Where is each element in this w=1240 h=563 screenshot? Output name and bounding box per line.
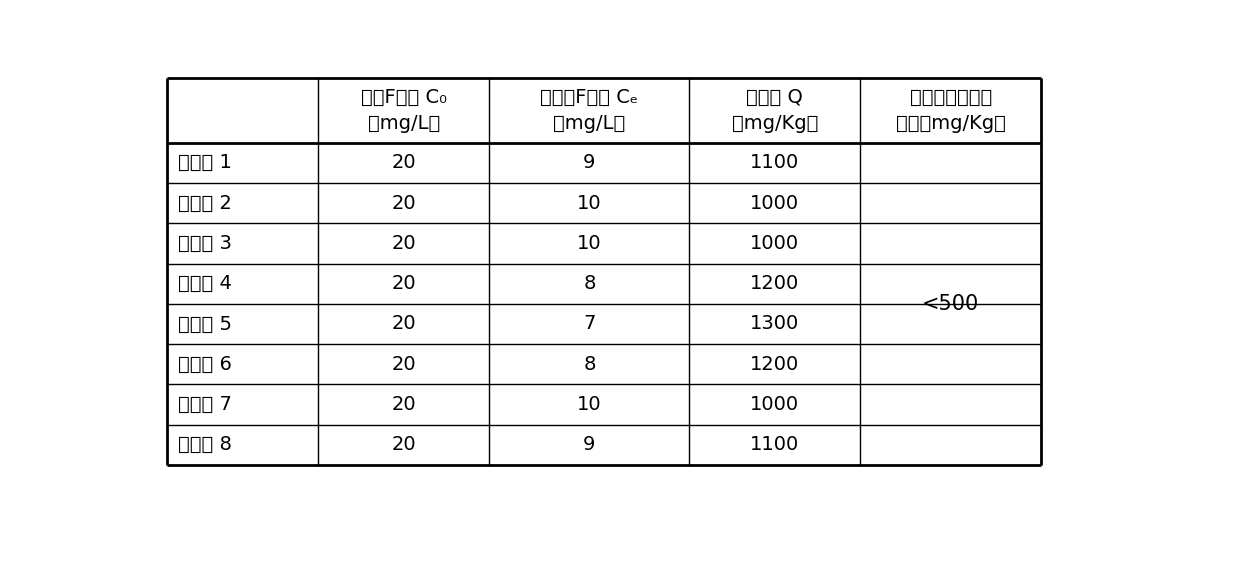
Bar [319, 304, 490, 344]
Text: 20: 20 [392, 395, 417, 414]
Text: 1200: 1200 [750, 355, 800, 374]
Bar [689, 425, 861, 465]
Text: 9: 9 [583, 435, 595, 454]
Text: 20: 20 [392, 435, 417, 454]
Bar [861, 304, 1042, 344]
Bar [861, 425, 1042, 465]
Bar [166, 223, 319, 263]
Bar [319, 78, 490, 142]
Text: 实施例 3: 实施例 3 [179, 234, 232, 253]
Text: 9: 9 [583, 153, 595, 172]
Text: 1100: 1100 [750, 153, 800, 172]
Text: 1100: 1100 [750, 435, 800, 454]
Bar [689, 142, 861, 183]
Text: 1000: 1000 [750, 194, 800, 212]
Bar [689, 263, 861, 304]
Bar [861, 183, 1042, 223]
Text: 20: 20 [392, 355, 417, 374]
Text: 1300: 1300 [750, 315, 800, 333]
Text: 除氟后F浓度 Cₑ
（mg/L）: 除氟后F浓度 Cₑ （mg/L） [541, 88, 639, 133]
Bar [861, 385, 1042, 425]
Bar [319, 223, 490, 263]
Bar [861, 263, 1042, 304]
Bar [689, 223, 861, 263]
Bar [166, 344, 319, 385]
Bar [490, 425, 689, 465]
Bar [166, 142, 319, 183]
Bar [689, 78, 861, 142]
Bar [166, 425, 319, 465]
Text: 实施例 7: 实施例 7 [179, 395, 232, 414]
Text: 7: 7 [583, 315, 595, 333]
Text: 8: 8 [583, 274, 595, 293]
Text: <500: <500 [923, 294, 980, 314]
Text: 20: 20 [392, 234, 417, 253]
Text: 10: 10 [577, 395, 601, 414]
Text: 实施例 8: 实施例 8 [179, 435, 232, 454]
Bar [319, 344, 490, 385]
Text: 20: 20 [392, 315, 417, 333]
Bar [319, 183, 490, 223]
Text: 20: 20 [392, 153, 417, 172]
Text: 8: 8 [583, 355, 595, 374]
Bar [490, 263, 689, 304]
Bar [166, 385, 319, 425]
Bar [166, 304, 319, 344]
Bar [861, 344, 1042, 385]
Bar [319, 425, 490, 465]
Text: 实施例 1: 实施例 1 [179, 153, 232, 172]
Bar [689, 304, 861, 344]
Text: 1000: 1000 [750, 395, 800, 414]
Bar [689, 385, 861, 425]
Text: 1000: 1000 [750, 234, 800, 253]
Bar [689, 183, 861, 223]
Bar [166, 78, 319, 142]
Bar [490, 142, 689, 183]
Text: 10: 10 [577, 194, 601, 212]
Bar [166, 263, 319, 304]
Bar [861, 142, 1042, 183]
Bar [861, 78, 1042, 142]
Bar [490, 223, 689, 263]
Bar [319, 385, 490, 425]
Bar [319, 263, 490, 304]
Text: 20: 20 [392, 194, 417, 212]
Bar [319, 142, 490, 183]
Text: 实施例 2: 实施例 2 [179, 194, 232, 212]
Bar [689, 344, 861, 385]
Bar [490, 385, 689, 425]
Bar [490, 304, 689, 344]
Text: 实施例 4: 实施例 4 [179, 274, 232, 293]
Text: 1200: 1200 [750, 274, 800, 293]
Text: 目前沸石通常除
氟量（mg/Kg）: 目前沸石通常除 氟量（mg/Kg） [895, 88, 1006, 133]
Text: 10: 10 [577, 234, 601, 253]
Text: 实施例 6: 实施例 6 [179, 355, 232, 374]
Text: 实施例 5: 实施例 5 [179, 315, 232, 333]
Bar [490, 183, 689, 223]
Bar [861, 223, 1042, 263]
Bar [490, 78, 689, 142]
Text: 初始F浓度 C₀
（mg/L）: 初始F浓度 C₀ （mg/L） [361, 88, 446, 133]
Text: 除氟量 Q
（mg/Kg）: 除氟量 Q （mg/Kg） [732, 88, 818, 133]
Bar [490, 344, 689, 385]
Text: 20: 20 [392, 274, 417, 293]
Bar [166, 183, 319, 223]
